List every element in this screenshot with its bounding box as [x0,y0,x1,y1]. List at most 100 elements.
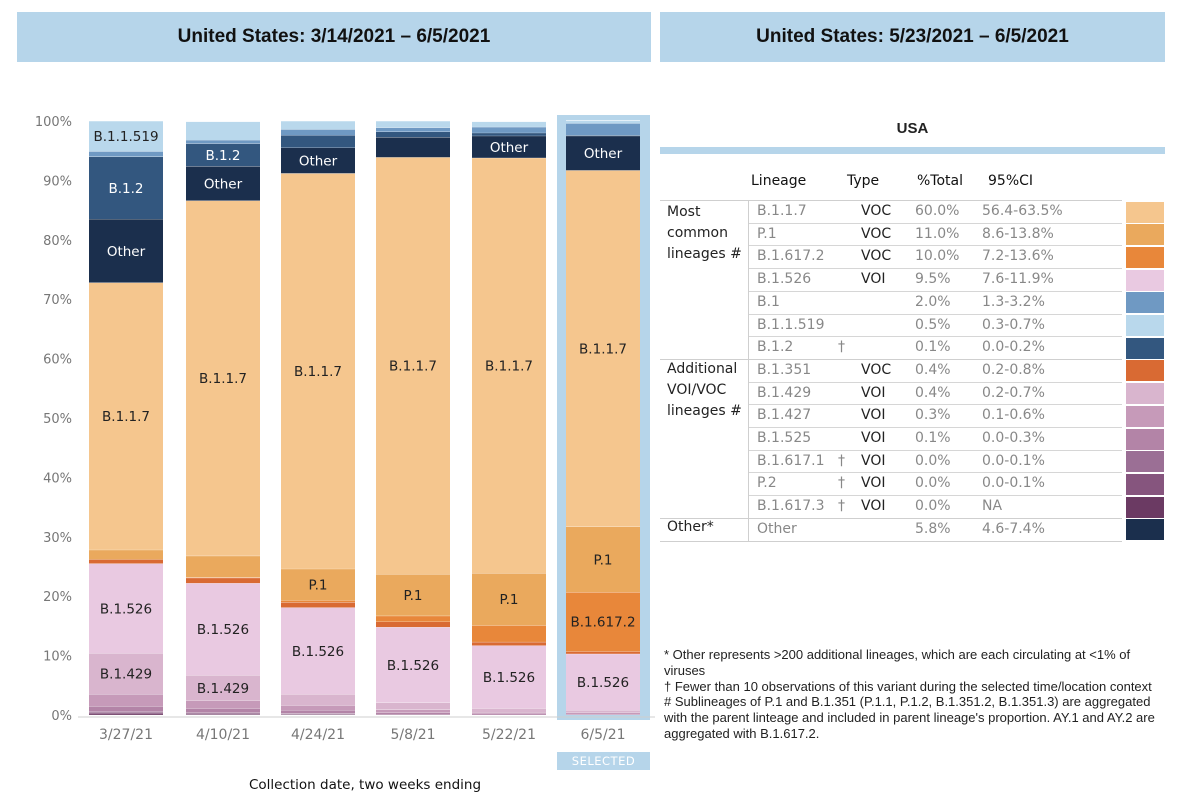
col-header-lineage: Lineage [751,173,807,189]
bar-segment-b-1-1-519[interactable] [281,121,355,130]
cell-lineage: B.1.617.1 [757,452,825,469]
bar-segment-b-1-1-519[interactable] [472,121,546,127]
bar-segment-b-1-427[interactable] [566,712,640,715]
bar-segment-b-1-1-7[interactable] [566,170,640,527]
bar-segment-b-1-525[interactable] [472,713,546,715]
bar-segment-other[interactable] [376,137,450,158]
bar-segment-b-1-351[interactable] [472,641,546,646]
bar-segment-p-2[interactable] [186,713,260,715]
bar-segment-b-1-617-3[interactable] [89,713,163,715]
bar-segment-b-1-525[interactable] [89,706,163,712]
bar-segment-p-2[interactable] [89,712,163,714]
bar-segment-b-1[interactable] [89,151,163,157]
bar-segment-b-1[interactable] [472,126,546,133]
bar-segment-b-1-351[interactable] [566,651,640,654]
bar-segment-b-1-351[interactable] [186,577,260,584]
segment-label: Other [584,146,623,162]
bar-segment-b-1-1-7[interactable] [186,200,260,556]
bar-segment-b-1-526[interactable] [89,563,163,654]
bar-segment-b-1-1-7[interactable] [472,157,546,574]
bar-segment-b-1-2[interactable] [376,131,450,138]
bar-segment-b-1-2[interactable] [89,156,163,220]
bar-segment-b-1-617-2[interactable] [566,592,640,652]
bar-segment-b-1-351[interactable] [89,559,163,564]
bar-segment-p-1[interactable] [566,526,640,593]
bar-segment-p-1[interactable] [376,574,450,616]
bar-segment-b-1-429[interactable] [376,702,450,710]
color-swatch [1126,224,1164,246]
cell-ci: 0.3-0.7% [982,316,1045,333]
bar-segment-b-1-526[interactable] [472,645,546,709]
bar-segment-b-1-526[interactable] [186,583,260,676]
bar-segment-b-1-617-2[interactable] [376,615,450,622]
bar-segment-b-1-429[interactable] [89,653,163,695]
y-tick-label: 90% [43,174,72,189]
color-swatch [1126,360,1164,382]
bar-segment-other[interactable] [472,135,546,158]
bar-segment-b-1-351[interactable] [281,602,355,608]
color-swatch [1126,496,1164,518]
selected-badge[interactable]: SELECTED [557,752,650,770]
bar-segment-b-1-351[interactable] [376,621,450,628]
segment-label: B.1.526 [197,622,249,638]
bar-segment-b-1-526[interactable] [376,627,450,703]
cell-pct: 0.0% [915,498,951,515]
bar-segment-b-1-1-519[interactable] [376,121,450,128]
bar-segment-b-1-427[interactable] [281,705,355,711]
bar-segment-b-1-525[interactable] [186,708,260,713]
bar-segment-b-1-427[interactable] [472,712,546,714]
color-swatch [1126,473,1164,495]
bar-segment-p-1[interactable] [472,573,546,626]
bar-segment-b-1[interactable] [376,127,450,132]
bar-segment-b-1-429[interactable] [566,710,640,713]
bar-segment-b-1-1-519[interactable] [89,121,163,152]
bar-segment-p-1[interactable] [281,568,355,601]
bar-segment-b-1-1-519[interactable] [566,120,640,124]
bar-segment-other[interactable] [566,135,640,171]
bar-segment-b-1-2[interactable] [472,132,546,136]
bar-segment-b-1-2[interactable] [186,143,260,167]
bar-segment-b-1-525[interactable] [281,710,355,714]
bar-segment-b-1-427[interactable] [89,694,163,707]
cell-pct: 2.0% [915,293,951,310]
bar-segment-other[interactable] [89,219,163,283]
bar-segment-b-1-617-2[interactable] [281,600,355,603]
group-most-common: Most common lineages # [667,204,742,262]
x-tick-label: 5/22/21 [482,727,536,743]
bar-segment-b-1-526[interactable] [566,653,640,711]
bar-segment-b-1-2[interactable] [281,135,355,148]
bar-segment-b-1[interactable] [281,129,355,136]
bar-segment-b-1-427[interactable] [376,709,450,713]
bar-segment-b-1-429[interactable] [281,694,355,706]
cell-type: VOI [861,407,886,424]
cell-dagger: † [838,339,845,356]
bar-segment-p-1[interactable] [186,555,260,578]
bar-segment-b-1-429[interactable] [472,708,546,713]
bar-segment-other[interactable] [281,147,355,174]
bar-segment-b-1-429[interactable] [186,675,260,701]
bar-segment-b-1-525[interactable] [376,712,450,715]
y-tick-label: 10% [43,650,72,665]
cell-type: VOI [861,271,886,288]
segment-label: B.1.1.7 [199,371,247,387]
bar-segment-b-1-1-7[interactable] [89,282,163,550]
cell-pct: 0.4% [915,384,951,401]
segment-label: P.1 [594,552,613,568]
bar-segment-b-1-1-7[interactable] [376,157,450,575]
bar-segment-b-1-526[interactable] [281,607,355,695]
bar-segment-p-1[interactable] [89,549,163,560]
color-swatch [1126,246,1164,268]
segment-label: B.1.526 [292,644,344,660]
bar-segment-b-1-617-2[interactable] [472,625,546,642]
bar-segment-other[interactable] [186,166,260,201]
bar-segment-b-1-427[interactable] [186,700,260,709]
bar-segment-b-1[interactable] [566,123,640,136]
row-divider [660,200,1122,201]
bar-segment-b-1[interactable] [186,140,260,144]
cell-ci: 4.6-7.4% [982,520,1045,537]
segment-label: B.1.617.2 [570,615,635,631]
cell-type: VOC [861,248,892,265]
bar-segment-b-1-1-519[interactable] [186,121,260,141]
bar-segment-b-1-1-7[interactable] [281,173,355,569]
cell-pct: 10.0% [915,248,960,265]
